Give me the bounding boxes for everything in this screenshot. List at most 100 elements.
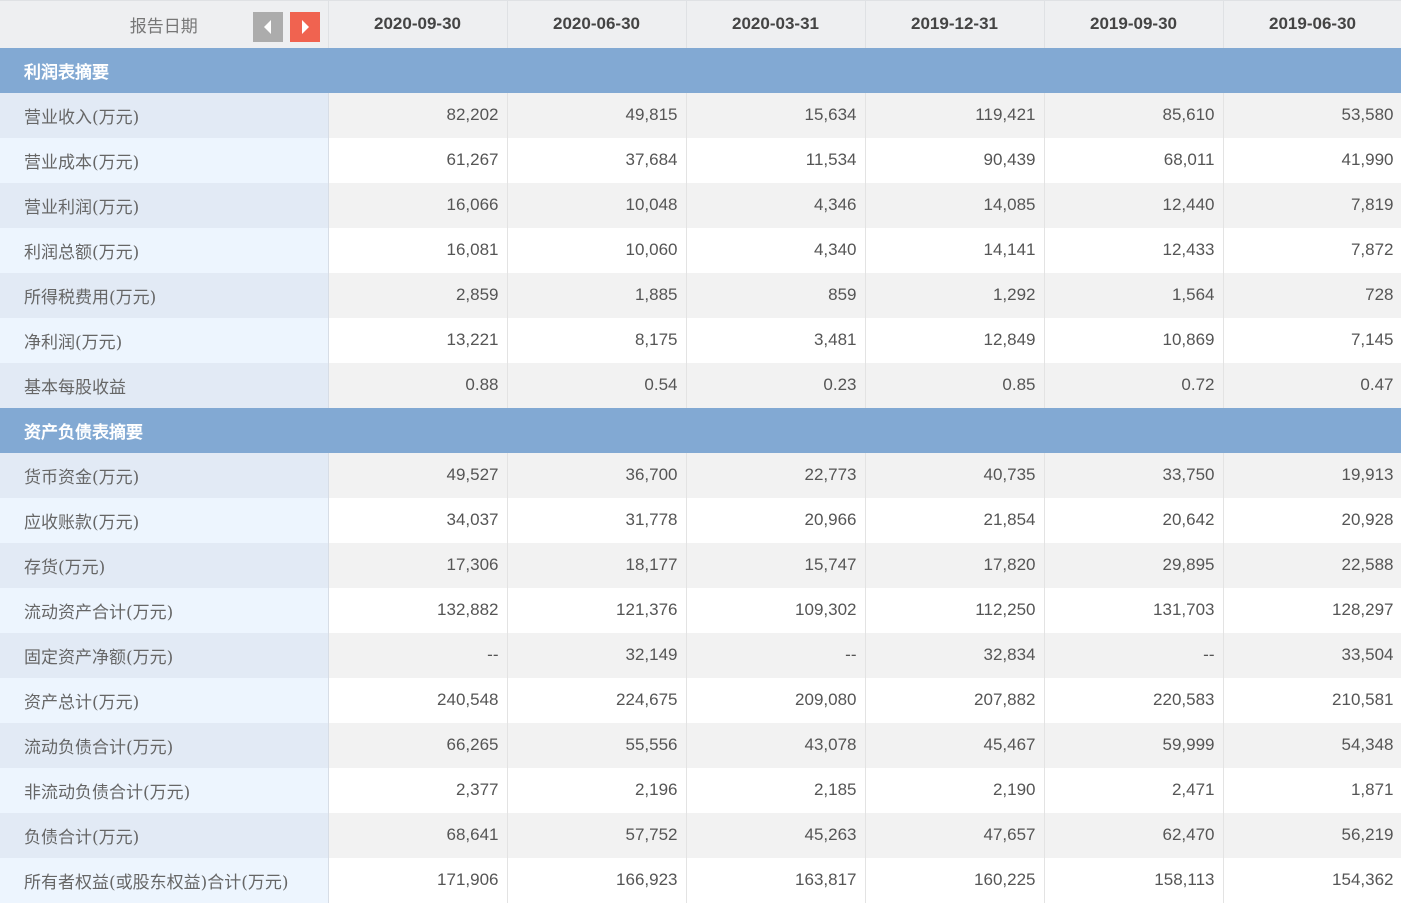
value-cell: 0.54	[507, 362, 687, 408]
row-label: 固定资产净额(万元)	[0, 632, 329, 678]
value-cell: 132,882	[328, 587, 508, 633]
section-header-row: 资产负债表摘要	[0, 407, 1401, 453]
value-cell: 33,504	[1223, 632, 1401, 678]
row-label: 存货(万元)	[0, 542, 329, 588]
value-cell: 171,906	[328, 857, 508, 903]
value-cell: 47,657	[865, 812, 1045, 858]
row-label: 营业利润(万元)	[0, 182, 329, 228]
value-cell: 17,306	[328, 542, 508, 588]
value-cell: 82,202	[328, 92, 508, 138]
chevron-right-icon	[302, 20, 309, 34]
value-cell: 45,467	[865, 722, 1045, 768]
value-cell: 4,346	[686, 182, 866, 228]
value-cell: 1,885	[507, 272, 687, 318]
value-cell: 54,348	[1223, 722, 1401, 768]
value-cell: 158,113	[1044, 857, 1224, 903]
value-cell: 112,250	[865, 587, 1045, 633]
value-cell: 43,078	[686, 722, 866, 768]
value-cell: 62,470	[1044, 812, 1224, 858]
value-cell: 1,871	[1223, 767, 1401, 813]
value-cell: 32,834	[865, 632, 1045, 678]
value-cell: 90,439	[865, 137, 1045, 183]
section-header-row: 利润表摘要	[0, 47, 1401, 93]
value-cell: 7,872	[1223, 227, 1401, 273]
value-cell: 22,588	[1223, 542, 1401, 588]
section-title: 资产负债表摘要	[0, 407, 1401, 453]
row-label: 所有者权益(或股东权益)合计(万元)	[0, 857, 329, 903]
table-row: 应收账款(万元) 34,037 31,778 20,966 21,854 20,642 20…	[0, 497, 1401, 543]
value-cell: 12,440	[1044, 182, 1224, 228]
value-cell: 56,219	[1223, 812, 1401, 858]
row-label: 货币资金(万元)	[0, 452, 329, 498]
value-cell: 29,895	[1044, 542, 1224, 588]
value-cell: 1,292	[865, 272, 1045, 318]
value-cell: 1,564	[1044, 272, 1224, 318]
prev-period-button[interactable]	[253, 12, 283, 42]
value-cell: 15,634	[686, 92, 866, 138]
value-cell: 2,190	[865, 767, 1045, 813]
table-row: 流动资产合计(万元) 132,882 121,376 109,302 112,250 13…	[0, 587, 1401, 633]
value-cell: 128,297	[1223, 587, 1401, 633]
row-label: 流动负债合计(万元)	[0, 722, 329, 768]
value-cell: 49,815	[507, 92, 687, 138]
value-cell: 0.47	[1223, 362, 1401, 408]
value-cell: 2,185	[686, 767, 866, 813]
value-cell: 121,376	[507, 587, 687, 633]
row-label: 营业收入(万元)	[0, 92, 329, 138]
date-column-header: 2020-06-30	[507, 0, 687, 48]
value-cell: 154,362	[1223, 857, 1401, 903]
next-period-button[interactable]	[290, 12, 320, 42]
value-cell: 4,340	[686, 227, 866, 273]
value-cell: 166,923	[507, 857, 687, 903]
value-cell: 220,583	[1044, 677, 1224, 723]
date-column-header: 2019-12-31	[865, 0, 1045, 48]
row-label: 所得税费用(万元)	[0, 272, 329, 318]
value-cell: 131,703	[1044, 587, 1224, 633]
section-title: 利润表摘要	[0, 47, 1401, 93]
value-cell: 10,060	[507, 227, 687, 273]
table-row: 营业成本(万元) 61,267 37,684 11,534 90,439 68,011 41…	[0, 137, 1401, 183]
report-date-header: 报告日期	[0, 0, 329, 48]
value-cell: 207,882	[865, 677, 1045, 723]
value-cell: 20,642	[1044, 497, 1224, 543]
value-cell: 18,177	[507, 542, 687, 588]
value-cell: 16,066	[328, 182, 508, 228]
table-row: 货币资金(万元) 49,527 36,700 22,773 40,735 33,750 19…	[0, 452, 1401, 498]
value-cell: 31,778	[507, 497, 687, 543]
value-cell: 40,735	[865, 452, 1045, 498]
value-cell: 3,481	[686, 317, 866, 363]
value-cell: 0.88	[328, 362, 508, 408]
date-column-header: 2019-06-30	[1223, 0, 1401, 48]
value-cell: 17,820	[865, 542, 1045, 588]
value-cell: 19,913	[1223, 452, 1401, 498]
value-cell: --	[328, 632, 508, 678]
report-date-label: 报告日期	[129, 16, 198, 37]
table-row: 利润总额(万元) 16,081 10,060 4,340 14,141 12,433 7,8…	[0, 227, 1401, 273]
table-row: 固定资产净额(万元) -- 32,149 -- 32,834 -- 33,504	[0, 632, 1401, 678]
value-cell: 22,773	[686, 452, 866, 498]
value-cell: 119,421	[865, 92, 1045, 138]
value-cell: 33,750	[1044, 452, 1224, 498]
value-cell: 59,999	[1044, 722, 1224, 768]
value-cell: 53,580	[1223, 92, 1401, 138]
value-cell: --	[686, 632, 866, 678]
value-cell: 0.85	[865, 362, 1045, 408]
value-cell: 0.23	[686, 362, 866, 408]
table-row: 基本每股收益 0.88 0.54 0.23 0.85 0.72 0.47	[0, 362, 1401, 408]
value-cell: 2,377	[328, 767, 508, 813]
value-cell: 14,085	[865, 182, 1045, 228]
value-cell: 0.72	[1044, 362, 1224, 408]
value-cell: 10,048	[507, 182, 687, 228]
row-label: 应收账款(万元)	[0, 497, 329, 543]
value-cell: 20,928	[1223, 497, 1401, 543]
row-label: 负债合计(万元)	[0, 812, 329, 858]
value-cell: 2,859	[328, 272, 508, 318]
table-row: 存货(万元) 17,306 18,177 15,747 17,820 29,895 22,5…	[0, 542, 1401, 588]
table-row: 营业收入(万元) 82,202 49,815 15,634 119,421 85,610 5…	[0, 92, 1401, 138]
value-cell: 14,141	[865, 227, 1045, 273]
value-cell: 41,990	[1223, 137, 1401, 183]
value-cell: 68,011	[1044, 137, 1224, 183]
table-row: 负债合计(万元) 68,641 57,752 45,263 47,657 62,470 56…	[0, 812, 1401, 858]
value-cell: 55,556	[507, 722, 687, 768]
value-cell: 859	[686, 272, 866, 318]
